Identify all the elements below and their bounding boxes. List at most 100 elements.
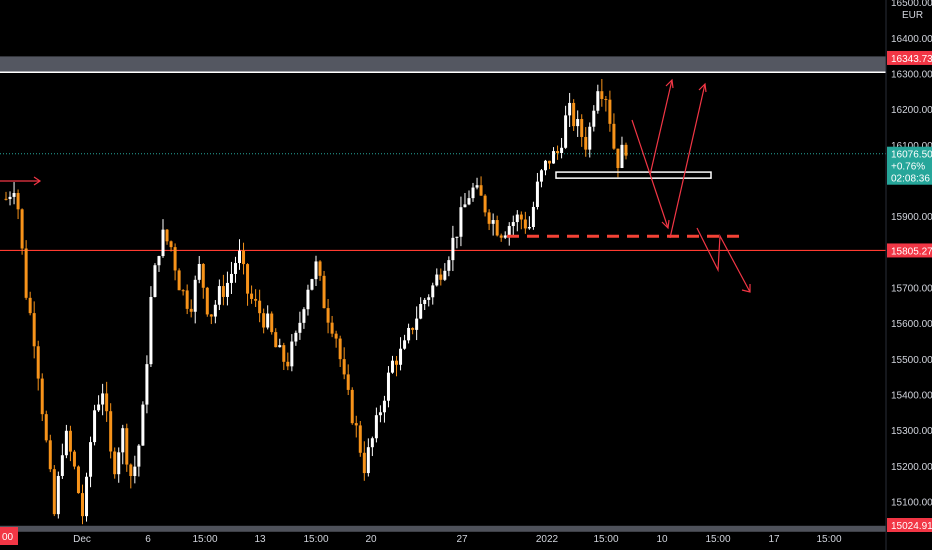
candle-body: [596, 91, 600, 111]
candle-body: [370, 438, 374, 448]
candle-body: [189, 308, 193, 312]
price-tick-label: 15300.00: [891, 426, 932, 437]
candle-body: [133, 466, 137, 477]
candle-body: [423, 299, 427, 304]
candle-body: [499, 235, 503, 238]
candle-body: [624, 144, 628, 156]
price-tick-label: 15600.00: [891, 319, 932, 330]
candle-body: [52, 469, 56, 515]
candle-body: [407, 327, 411, 341]
time-tick-label: 15:00: [705, 534, 730, 545]
candle-body: [213, 304, 217, 317]
arrow-up-2: [669, 83, 706, 239]
candle-body: [374, 415, 378, 439]
candle-body: [137, 445, 141, 467]
small-zone-box[interactable]: [555, 171, 712, 179]
time-tick-label: 20: [365, 534, 377, 545]
price-tick-label: 15400.00: [891, 391, 932, 402]
candle-body: [443, 270, 447, 280]
candle-body: [386, 372, 390, 401]
candle-body: [242, 250, 246, 265]
candle-body: [378, 412, 382, 416]
arrow-down-1-head: [661, 219, 670, 230]
candle-body: [129, 464, 133, 477]
candle-body: [507, 226, 511, 236]
candle-body: [584, 136, 588, 150]
candle-body: [282, 345, 286, 362]
arrow-up-1: [649, 79, 673, 176]
candle-body: [185, 290, 189, 309]
candle-body: [447, 260, 451, 271]
candle-body: [20, 209, 24, 249]
candle-body: [608, 99, 612, 124]
candle-body: [322, 275, 326, 309]
candle-body: [338, 338, 342, 360]
candle-body: [225, 282, 229, 297]
candle-body: [68, 430, 72, 452]
candle-body: [64, 430, 68, 456]
candle-body: [366, 447, 370, 474]
candle-body: [76, 466, 80, 494]
price-tick-label: 16400.00: [891, 34, 932, 45]
candle-body: [270, 313, 274, 333]
candle-body: [32, 313, 36, 347]
svg-text:15805.27: 15805.27: [891, 246, 932, 257]
candle-body: [177, 270, 181, 291]
candle-body: [266, 313, 270, 328]
candle-body: [238, 250, 242, 264]
candle-body: [523, 219, 527, 229]
candle-body: [330, 322, 334, 334]
candle-body: [197, 263, 201, 280]
candle-body: [60, 455, 64, 476]
time-tick-label: 2022: [536, 534, 559, 545]
bottom-zone[interactable]: [0, 525, 886, 532]
candle-body: [262, 313, 266, 328]
candle-body: [427, 297, 431, 300]
candle-body: [44, 414, 48, 441]
candle-body: [342, 359, 346, 375]
candle-body: [411, 327, 415, 330]
price-axis-panel[interactable]: [886, 0, 932, 550]
candle-body: [217, 286, 221, 305]
price-tick-label: 15200.00: [891, 462, 932, 473]
candle-body: [97, 404, 101, 411]
candle-body: [535, 181, 539, 207]
price-tick-label: 15500.00: [891, 355, 932, 366]
candle-body: [56, 475, 60, 515]
candle-body: [588, 126, 592, 150]
candle-body: [28, 297, 32, 314]
time-tick-label: 15:00: [593, 534, 618, 545]
candle-body: [467, 198, 471, 205]
arrow-zigzag-head: [741, 284, 751, 293]
candle-body: [503, 235, 507, 238]
candle-body: [560, 147, 564, 153]
resistance-zone[interactable]: [0, 56, 886, 73]
svg-text:00: 00: [2, 532, 14, 543]
price-tick-label: 16300.00: [891, 70, 932, 81]
time-tick-label: 10: [656, 534, 668, 545]
candle-body: [354, 423, 358, 426]
candle-body: [169, 241, 173, 248]
candle-body: [161, 229, 165, 257]
currency-label: EUR: [902, 10, 923, 21]
left-edge-tag: 00: [0, 527, 18, 545]
candle-body: [117, 452, 121, 475]
candle-body: [306, 289, 310, 310]
candle-body: [600, 91, 604, 99]
projection-arrows[interactable]: [0, 78, 751, 293]
candle-body: [233, 263, 237, 274]
candle-body: [435, 274, 439, 286]
last-price-tag: 16076.50 +0.76% 02:08:36: [887, 146, 932, 185]
candle-body: [294, 332, 298, 342]
candle-body: [515, 214, 519, 223]
candle-body: [539, 170, 543, 182]
candle-body: [113, 451, 117, 475]
arrow-zigzag-down: [696, 227, 751, 293]
candle-body: [451, 237, 455, 261]
candle-body: [483, 195, 487, 213]
candle-body: [173, 247, 177, 271]
candle-body: [258, 300, 262, 314]
time-tick-label: 15:00: [303, 534, 328, 545]
candle-body: [439, 274, 443, 280]
